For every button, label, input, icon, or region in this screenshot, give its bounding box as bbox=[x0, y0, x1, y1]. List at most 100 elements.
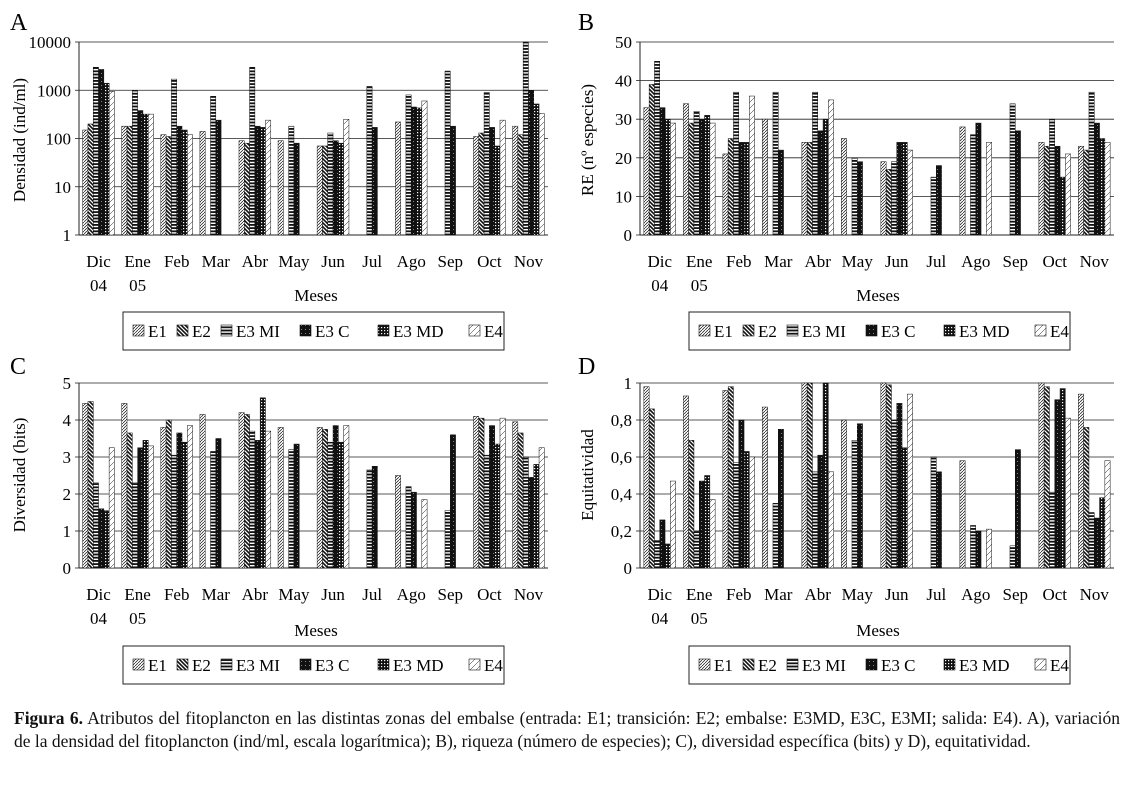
panel-d-legend: E1 E2 E3 MI E3 C E3 MD E4 bbox=[688, 645, 1071, 685]
legend-swatch bbox=[943, 658, 956, 671]
x-tick-label: Dic bbox=[86, 252, 111, 271]
bar-e2 bbox=[244, 142, 250, 236]
panel-b: B RE (nº especies) 0 10 20 30 40 50 Dic 04 Ene 05… bbox=[578, 10, 1114, 351]
bar-e3md bbox=[259, 397, 266, 569]
bar-e3mi bbox=[654, 61, 661, 236]
bar-e4 bbox=[670, 480, 676, 569]
x-tick-label: Abr bbox=[805, 252, 832, 271]
bar-e4 bbox=[343, 119, 350, 236]
bar-e3mi bbox=[522, 456, 529, 569]
y-tick-label: 10 bbox=[615, 187, 632, 206]
x-tick-label: May bbox=[842, 585, 874, 604]
y-tick-label: 0,8 bbox=[611, 411, 632, 430]
bar-e3mi bbox=[1009, 103, 1016, 236]
bar-e2 bbox=[478, 417, 485, 569]
panel-b-ylabel: RE (nº especies) bbox=[578, 84, 597, 196]
bar-e3mi bbox=[405, 486, 412, 569]
bar-e4 bbox=[147, 445, 154, 569]
legend-swatch bbox=[299, 324, 312, 337]
legend-swatch bbox=[786, 324, 799, 337]
x-tick-label: 04 bbox=[651, 276, 669, 295]
bar-e2 bbox=[648, 408, 655, 569]
bar-e3c bbox=[137, 447, 144, 569]
bar-e3c bbox=[778, 149, 784, 236]
panel-a: A Densidad (ind/ml) 1 10 100 1000 10000 Dic 04… bbox=[10, 10, 548, 351]
x-tick-label: Dic bbox=[86, 585, 111, 604]
x-tick-label: Oct bbox=[477, 585, 502, 604]
panel-b-letter: B bbox=[578, 10, 594, 36]
bar-e3c bbox=[738, 419, 745, 569]
legend-label: E2 bbox=[758, 656, 777, 675]
figure-6-panels: A Densidad (ind/ml) 110100100010000Dic04… bbox=[10, 10, 1114, 685]
bar-e3c bbox=[817, 454, 824, 569]
panel-a-plot: 1 10 100 1000 10000 Dic 04 Ene 05 Feb Mar Abr May Jun… bbox=[29, 33, 548, 295]
bar-e3mi bbox=[92, 482, 99, 569]
bar-e3c bbox=[528, 477, 535, 569]
bar-e3c bbox=[975, 122, 982, 236]
legend-swatch bbox=[299, 658, 312, 671]
legend-label: E4 bbox=[484, 322, 503, 341]
bar-e1 bbox=[1078, 145, 1084, 236]
legend-swatch bbox=[220, 324, 233, 337]
bar-e2 bbox=[165, 419, 172, 569]
bar-e3mi bbox=[444, 70, 451, 236]
panel-d-letter: D bbox=[578, 354, 595, 380]
x-tick-label: Mar bbox=[764, 252, 793, 271]
x-tick-label: Ene bbox=[124, 252, 150, 271]
bar-e3c bbox=[778, 429, 784, 569]
bar-e3mi bbox=[733, 462, 740, 569]
legend-swatch bbox=[943, 324, 956, 337]
bar-e1 bbox=[880, 161, 887, 236]
legend-label: E2 bbox=[192, 656, 211, 675]
bar-e1 bbox=[643, 107, 650, 236]
bar-e4 bbox=[986, 528, 992, 569]
bar-e3mi bbox=[654, 540, 661, 569]
x-tick-label: Sep bbox=[438, 585, 464, 604]
bar-e1 bbox=[121, 125, 128, 236]
panel-b-xlabel: Meses bbox=[856, 286, 899, 305]
legend-swatch bbox=[468, 324, 481, 337]
bar-e3c bbox=[410, 491, 417, 569]
bar-e3c bbox=[98, 508, 105, 569]
bar-e3c bbox=[332, 140, 339, 236]
bar-e3md bbox=[181, 129, 188, 236]
legend-swatch bbox=[742, 324, 755, 337]
x-tick-label: May bbox=[842, 252, 874, 271]
x-tick-label: Ago bbox=[397, 252, 426, 271]
bar-e3mi bbox=[693, 530, 700, 569]
panel-a-letter: A bbox=[10, 10, 28, 36]
bar-e3c bbox=[1054, 145, 1061, 236]
bar-e3mi bbox=[733, 91, 740, 236]
x-tick-label: Mar bbox=[202, 252, 231, 271]
legend-swatch bbox=[132, 324, 145, 337]
bar-e3mi bbox=[851, 157, 858, 236]
bar-e3md bbox=[1059, 176, 1066, 236]
bar-e3c bbox=[528, 90, 535, 236]
y-tick-label: 3 bbox=[63, 448, 72, 467]
bar-e3mi bbox=[249, 430, 256, 569]
x-tick-label: Ene bbox=[124, 585, 150, 604]
legend-swatch bbox=[698, 658, 711, 671]
bar-e3c bbox=[371, 127, 378, 236]
bar-e3mi bbox=[171, 78, 177, 236]
x-tick-label: Nov bbox=[514, 585, 544, 604]
bar-e3md bbox=[142, 440, 149, 569]
bar-e2 bbox=[517, 134, 524, 236]
bar-e4 bbox=[749, 95, 755, 236]
legend-swatch bbox=[377, 324, 390, 337]
bar-e3c bbox=[1015, 449, 1021, 569]
x-tick-label: May bbox=[278, 252, 310, 271]
bar-e3mi bbox=[970, 525, 977, 569]
bar-e3mi bbox=[1049, 491, 1055, 569]
bar-e3c bbox=[817, 130, 824, 236]
y-tick-label: 10000 bbox=[29, 33, 72, 52]
bar-e1 bbox=[722, 390, 729, 569]
legend-label: E3 MI bbox=[236, 322, 280, 341]
bar-e2 bbox=[648, 84, 655, 236]
legend-swatch bbox=[786, 658, 799, 671]
y-tick-label: 0,4 bbox=[611, 485, 633, 504]
legend-label: E3 C bbox=[315, 656, 349, 675]
bar-e3c bbox=[699, 118, 705, 236]
x-tick-label: 05 bbox=[129, 609, 146, 628]
bar-e1 bbox=[473, 416, 480, 569]
